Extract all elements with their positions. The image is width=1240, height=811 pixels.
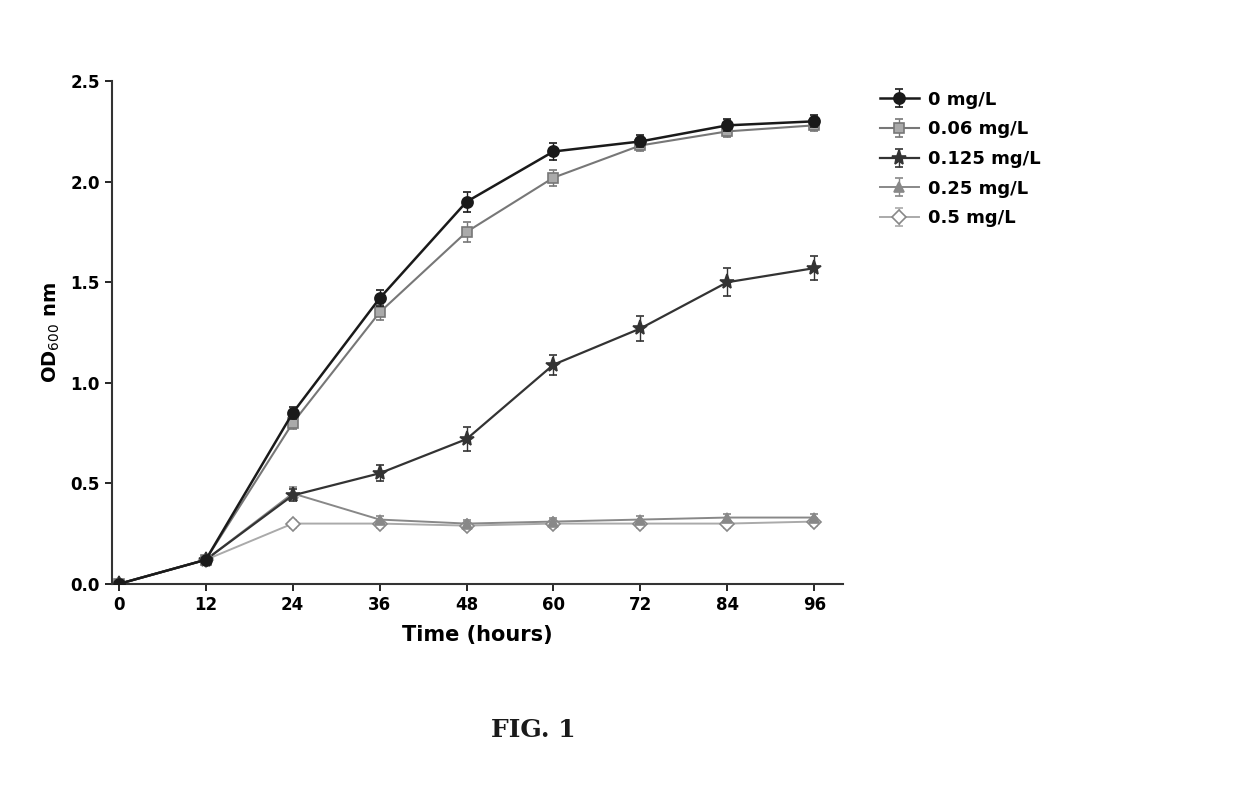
Legend: 0 mg/L, 0.06 mg/L, 0.125 mg/L, 0.25 mg/L, 0.5 mg/L: 0 mg/L, 0.06 mg/L, 0.125 mg/L, 0.25 mg/L… bbox=[874, 85, 1047, 233]
Text: FIG. 1: FIG. 1 bbox=[491, 718, 575, 742]
X-axis label: Time (hours): Time (hours) bbox=[402, 624, 553, 645]
Y-axis label: OD$_{600}$ nm: OD$_{600}$ nm bbox=[41, 282, 62, 383]
